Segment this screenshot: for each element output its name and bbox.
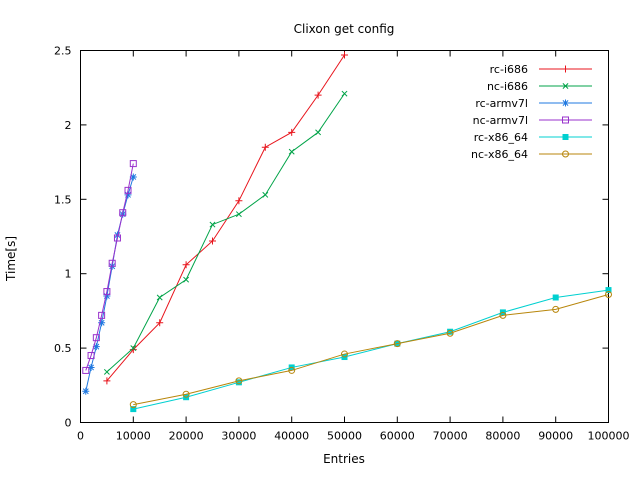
legend-label: rc-armv7l <box>475 97 528 110</box>
x-tick-label: 60000 <box>380 430 415 443</box>
series-rc-i686 <box>103 51 348 385</box>
legend-label: nc-i686 <box>487 80 528 93</box>
x-tick-label: 80000 <box>485 430 520 443</box>
legend-item: rc-armv7l <box>475 97 592 110</box>
chart-title: Clixon get config <box>293 22 395 36</box>
legend-label: nc-x86_64 <box>471 148 528 161</box>
legend-item: rc-i686 <box>490 63 592 76</box>
y-tick-label: 1 <box>65 268 72 281</box>
legend-label: rc-x86_64 <box>474 131 528 144</box>
x-tick-label: 50000 <box>327 430 362 443</box>
series-nc-x86_64 <box>129 291 612 409</box>
legend-label: nc-armv7l <box>473 114 528 127</box>
legend-item: rc-x86_64 <box>474 131 592 144</box>
axis-ticks <box>80 50 609 423</box>
y-tick-label: 2.5 <box>54 45 72 58</box>
axis-tick-labels: 0 10000 20000 30000 40000 50000 60000 70000 8000… <box>54 45 630 443</box>
series-rc-armv7l <box>82 173 137 395</box>
y-tick-label: 0 <box>65 417 72 430</box>
series-nc-armv7l <box>82 160 137 374</box>
x-tick-label: 0 <box>77 430 84 443</box>
legend-item: nc-i686 <box>487 80 592 93</box>
x-tick-label: 90000 <box>538 430 573 443</box>
y-tick-label: 2 <box>65 119 72 132</box>
x-tick-label: 40000 <box>274 430 309 443</box>
legend: rc-i686 nc-i686 rc-armv7l nc-armv7l rc-x86_6… <box>471 63 592 161</box>
legend-item: nc-armv7l <box>473 114 592 127</box>
legend-label: rc-i686 <box>490 63 528 76</box>
x-tick-label: 20000 <box>169 430 204 443</box>
legend-item: nc-x86_64 <box>471 148 592 161</box>
y-tick-label: 0.5 <box>54 342 72 355</box>
series-rc-x86_64 <box>130 287 612 413</box>
series-nc-i686 <box>103 90 348 375</box>
plot-border <box>80 50 609 423</box>
x-axis-label: Entries <box>323 452 365 466</box>
y-tick-label: 1.5 <box>54 193 72 206</box>
x-tick-label: 10000 <box>116 430 151 443</box>
x-tick-label: 70000 <box>433 430 468 443</box>
x-tick-label: 100000 <box>588 430 630 443</box>
x-tick-label: 30000 <box>221 430 256 443</box>
